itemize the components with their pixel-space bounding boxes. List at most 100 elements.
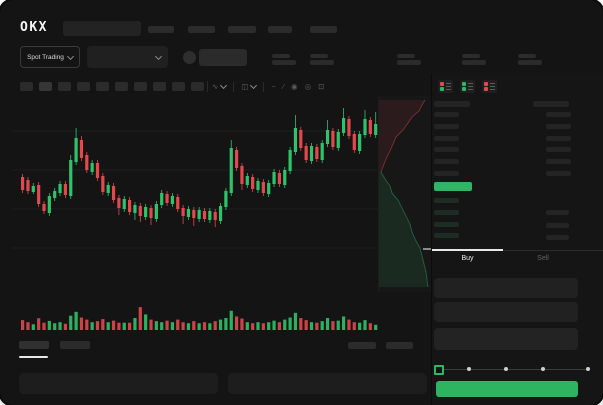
stat-value-skeleton <box>310 60 334 65</box>
list-line <box>446 89 451 90</box>
slider-step-dot[interactable] <box>467 367 471 371</box>
bottom-panel <box>228 373 427 394</box>
toolbar-button-skeleton[interactable] <box>39 82 52 91</box>
ask-price-skeleton[interactable] <box>434 159 459 164</box>
amount-input[interactable] <box>434 302 578 322</box>
stat-label-skeleton <box>310 54 328 58</box>
bottom-tab-active-skeleton[interactable] <box>19 341 49 349</box>
slider-step-dot[interactable] <box>586 367 590 371</box>
bottom-tab-skeleton[interactable] <box>60 341 90 349</box>
bid-amount-skeleton <box>546 210 569 215</box>
slider-step-dot[interactable] <box>541 367 545 371</box>
camera-icon[interactable]: ◉ <box>291 82 298 91</box>
ask-price-skeleton[interactable] <box>434 136 459 141</box>
toolbar-button-skeleton[interactable] <box>153 82 166 91</box>
toolbar-button-skeleton[interactable] <box>115 82 128 91</box>
orderbook-view-asks-icon[interactable] <box>482 80 497 93</box>
draw-tool-icon[interactable]: ⁄ <box>282 82 285 91</box>
buy-tab-indicator <box>432 249 503 251</box>
ask-price-skeleton[interactable] <box>434 171 459 176</box>
ask-amount-skeleton <box>546 159 571 164</box>
bottom-action-skeleton[interactable] <box>348 342 376 349</box>
chart-type-icon: ◫ <box>241 82 249 91</box>
volume-chart <box>21 307 378 330</box>
chart-type-button[interactable]: ◫ <box>241 81 258 91</box>
toolbar-button-skeleton[interactable] <box>191 82 204 91</box>
list-line <box>468 83 473 84</box>
settings-gear-icon[interactable]: ◎ <box>304 82 312 91</box>
ask-square <box>440 82 444 86</box>
ask-amount-skeleton <box>546 112 571 117</box>
toolbar-divider <box>207 81 208 92</box>
fullscreen-icon[interactable]: ⊡ <box>318 82 325 91</box>
list-line <box>490 89 495 90</box>
toolbar-button-skeleton[interactable] <box>96 82 109 91</box>
depth-chart[interactable] <box>378 96 431 292</box>
slider-step-dot[interactable] <box>504 367 508 371</box>
bid-square <box>440 87 444 91</box>
bid-price-skeleton[interactable] <box>434 210 459 215</box>
last-price-badge[interactable] <box>434 182 472 191</box>
orderbook-view-both-icon[interactable] <box>438 80 453 93</box>
interval-icon: ∿ <box>212 82 219 91</box>
ask-square <box>484 87 488 91</box>
price-input[interactable] <box>434 278 578 298</box>
pair-selector-dropdown[interactable] <box>87 46 168 68</box>
list-line <box>490 86 495 87</box>
nav-item-skeleton[interactable] <box>310 26 337 33</box>
amount-slider[interactable] <box>438 369 588 370</box>
bottom-action-skeleton[interactable] <box>386 342 413 349</box>
bid-price-skeleton[interactable] <box>434 222 459 227</box>
orderbook-view-bids-icon[interactable] <box>460 80 475 93</box>
tab-buy[interactable]: Buy <box>461 255 474 262</box>
overlay-icon[interactable]: ~ <box>271 82 276 91</box>
ask-price-skeleton[interactable] <box>434 124 459 129</box>
list-line <box>490 83 495 84</box>
candlestick-chart[interactable] <box>12 96 378 292</box>
stat-value-skeleton <box>518 60 542 65</box>
stat-value-skeleton <box>397 60 421 65</box>
tab-sell[interactable]: Sell <box>537 255 549 262</box>
nav-item-skeleton[interactable] <box>188 26 215 33</box>
orderbook-amount-header-skeleton <box>533 101 569 107</box>
bid-price-skeleton[interactable] <box>434 233 459 238</box>
bottom-panel <box>19 373 218 394</box>
search-input[interactable] <box>63 21 141 36</box>
nav-item-skeleton[interactable] <box>228 26 256 33</box>
bid-price-skeleton[interactable] <box>434 198 459 203</box>
nav-item-skeleton[interactable] <box>268 26 292 33</box>
ask-amount-skeleton <box>546 136 571 141</box>
ask-price-skeleton[interactable] <box>434 112 459 117</box>
token-icon <box>183 51 196 64</box>
market-type-dropdown[interactable]: Spot Trading <box>20 46 80 68</box>
total-input[interactable] <box>434 328 578 350</box>
stat-value-skeleton <box>272 60 296 65</box>
slider-handle[interactable] <box>434 365 444 375</box>
ask-amount-skeleton <box>546 147 571 152</box>
nav-item-skeleton[interactable] <box>148 26 174 33</box>
active-tab-underline <box>19 356 48 358</box>
toolbar-button-skeleton[interactable] <box>172 82 185 91</box>
ask-square <box>484 82 488 86</box>
stat-label-skeleton <box>272 54 290 58</box>
okx-logo: OKX <box>20 20 48 35</box>
chevron-down-icon <box>220 81 228 90</box>
interval-button[interactable]: ∿ <box>212 81 228 91</box>
list-line <box>468 89 473 90</box>
list-line <box>468 86 473 87</box>
action-button-skeleton[interactable] <box>199 49 247 66</box>
market-type-label: Spot Trading <box>27 53 64 61</box>
bid-square <box>462 87 466 91</box>
stat-label-skeleton <box>462 54 480 58</box>
toolbar-button-skeleton[interactable] <box>20 82 33 91</box>
buy-button[interactable] <box>436 381 578 397</box>
toolbar-button-skeleton[interactable] <box>134 82 147 91</box>
toolbar-divider <box>233 81 235 92</box>
chevron-down-icon <box>66 52 74 60</box>
toolbar-button-skeleton[interactable] <box>77 82 90 91</box>
bid-amount-skeleton <box>546 223 569 228</box>
toolbar-button-skeleton[interactable] <box>58 82 71 91</box>
stat-label-skeleton <box>397 54 415 58</box>
ask-price-skeleton[interactable] <box>434 147 459 152</box>
